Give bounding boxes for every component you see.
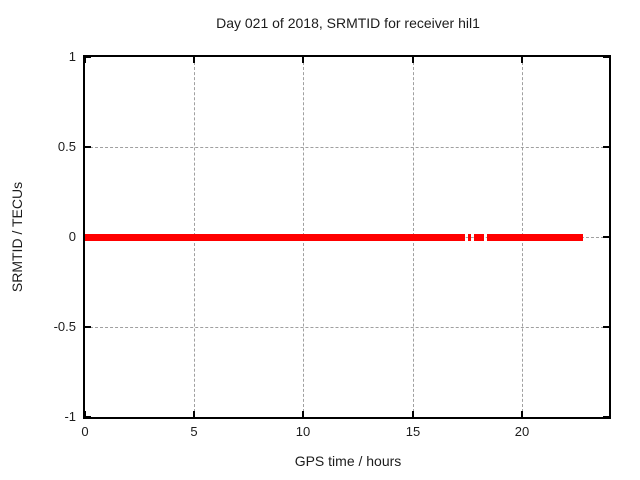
x-tick-bottom (302, 411, 304, 417)
x-tick-top (302, 57, 304, 63)
y-tick-left (85, 56, 91, 58)
x-tick-top (521, 57, 523, 63)
y-tick-right (603, 56, 609, 58)
x-axis-label: GPS time / hours (294, 453, 402, 469)
series-line-segment (468, 234, 471, 241)
y-tick-left (85, 146, 91, 148)
y-gridline (85, 147, 609, 148)
x-tick-label: 0 (81, 424, 89, 439)
x-tick-label: 10 (295, 424, 311, 439)
y-tick-label: 0.5 (57, 139, 76, 154)
x-tick-bottom (521, 411, 523, 417)
series-line-segment (487, 234, 583, 241)
y-tick-left (85, 416, 91, 418)
y-tick-right (603, 326, 609, 328)
y-tick-right (603, 146, 609, 148)
x-tick-top (84, 57, 86, 63)
y-tick-left (85, 326, 91, 328)
x-tick-bottom (84, 411, 86, 417)
series-line-segment (85, 234, 465, 241)
x-tick-top (193, 57, 195, 63)
x-tick-bottom (412, 411, 414, 417)
y-tick-label: -0.5 (53, 319, 76, 334)
chart-title: Day 021 of 2018, SRMTID for receiver hil… (216, 15, 480, 31)
y-tick-label: 0 (68, 229, 76, 244)
y-tick-label: -1 (64, 409, 76, 424)
y-tick-right (603, 236, 609, 238)
series-line-segment (474, 234, 484, 241)
plot-area (83, 55, 611, 419)
y-tick-label: 1 (68, 49, 76, 64)
x-tick-top (412, 57, 414, 63)
y-gridline (85, 327, 609, 328)
y-tick-right (603, 416, 609, 418)
x-tick-label: 20 (514, 424, 530, 439)
x-tick-label: 5 (190, 424, 198, 439)
x-tick-label: 15 (405, 424, 421, 439)
x-tick-bottom (193, 411, 195, 417)
